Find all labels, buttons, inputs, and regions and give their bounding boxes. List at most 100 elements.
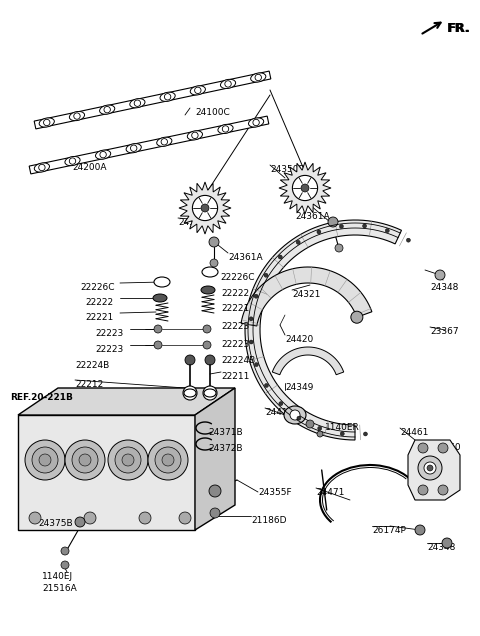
Circle shape [69, 158, 76, 164]
Circle shape [418, 456, 442, 480]
Circle shape [328, 217, 338, 227]
Ellipse shape [184, 389, 196, 397]
Text: 24372B: 24372B [208, 444, 242, 453]
Ellipse shape [70, 111, 84, 121]
Circle shape [209, 485, 221, 497]
Circle shape [39, 454, 51, 466]
Circle shape [61, 561, 69, 569]
Ellipse shape [99, 105, 115, 114]
Ellipse shape [96, 150, 111, 159]
Text: 22221: 22221 [85, 313, 113, 322]
Ellipse shape [202, 267, 218, 277]
Circle shape [290, 410, 300, 420]
Circle shape [154, 325, 162, 333]
Text: 24471: 24471 [316, 488, 344, 497]
Ellipse shape [218, 125, 233, 134]
Text: FR.: FR. [447, 22, 470, 35]
Circle shape [297, 416, 301, 420]
Circle shape [210, 508, 220, 518]
Circle shape [249, 317, 253, 321]
Text: 21516A: 21516A [42, 584, 77, 593]
Circle shape [296, 240, 300, 244]
Text: 22226C: 22226C [220, 273, 254, 282]
Circle shape [192, 132, 198, 139]
Text: 22222: 22222 [221, 289, 249, 298]
Text: 24349: 24349 [285, 383, 313, 392]
Text: 22222: 22222 [85, 298, 113, 307]
Circle shape [185, 355, 195, 365]
Circle shape [100, 151, 106, 158]
Text: 22223: 22223 [221, 340, 249, 349]
Text: 24410B: 24410B [265, 408, 300, 417]
Circle shape [192, 195, 217, 221]
Text: 24375B: 24375B [38, 519, 72, 528]
Text: 1140ER: 1140ER [325, 423, 360, 432]
Text: 26174P: 26174P [372, 526, 406, 535]
Circle shape [39, 164, 45, 170]
Circle shape [418, 485, 428, 495]
Circle shape [165, 93, 171, 100]
Circle shape [317, 431, 323, 437]
Circle shape [155, 447, 181, 473]
Circle shape [225, 81, 231, 87]
Circle shape [154, 341, 162, 349]
Text: 24350D: 24350D [270, 165, 305, 174]
Polygon shape [179, 182, 231, 234]
Text: REF.20-221B: REF.20-221B [10, 393, 73, 402]
Ellipse shape [220, 80, 236, 88]
Circle shape [148, 440, 188, 480]
Circle shape [278, 255, 282, 259]
Polygon shape [408, 440, 460, 500]
Text: 1140EJ: 1140EJ [42, 572, 73, 581]
Circle shape [317, 230, 321, 234]
Circle shape [249, 340, 253, 344]
Circle shape [79, 454, 91, 466]
Circle shape [131, 145, 137, 151]
Ellipse shape [204, 389, 216, 397]
Text: 24200A: 24200A [72, 163, 107, 172]
Circle shape [254, 363, 258, 366]
Polygon shape [245, 220, 401, 440]
Circle shape [279, 401, 283, 406]
Circle shape [162, 454, 174, 466]
Circle shape [139, 512, 151, 524]
Circle shape [75, 517, 85, 527]
Text: 22224B: 22224B [221, 356, 255, 365]
Circle shape [254, 294, 258, 298]
Ellipse shape [251, 73, 266, 82]
Polygon shape [29, 116, 269, 174]
Text: 24100C: 24100C [195, 108, 230, 117]
Ellipse shape [284, 406, 306, 424]
Text: 21186D: 21186D [251, 516, 287, 525]
Circle shape [301, 184, 309, 192]
Polygon shape [34, 71, 271, 129]
Text: 26160: 26160 [432, 443, 461, 452]
Text: 24348: 24348 [427, 543, 456, 552]
Text: 24321: 24321 [292, 290, 320, 299]
Circle shape [407, 238, 410, 242]
Text: 24361A: 24361A [295, 212, 330, 221]
Ellipse shape [34, 163, 49, 172]
Circle shape [442, 538, 452, 548]
Polygon shape [272, 347, 344, 375]
Text: 24371B: 24371B [208, 428, 242, 437]
Circle shape [108, 440, 148, 480]
Circle shape [424, 462, 436, 474]
Text: 22212: 22212 [75, 380, 103, 389]
Ellipse shape [249, 118, 264, 127]
Circle shape [201, 204, 209, 212]
Text: 24470: 24470 [425, 480, 454, 489]
Polygon shape [18, 415, 195, 530]
Circle shape [385, 228, 389, 233]
Circle shape [415, 525, 425, 535]
Circle shape [134, 100, 141, 106]
Circle shape [74, 113, 80, 120]
Circle shape [84, 512, 96, 524]
Circle shape [179, 512, 191, 524]
Circle shape [61, 547, 69, 555]
Circle shape [438, 485, 448, 495]
Ellipse shape [39, 118, 54, 127]
Text: 22211: 22211 [221, 372, 250, 381]
Circle shape [72, 447, 98, 473]
Text: 22226C: 22226C [80, 283, 115, 292]
